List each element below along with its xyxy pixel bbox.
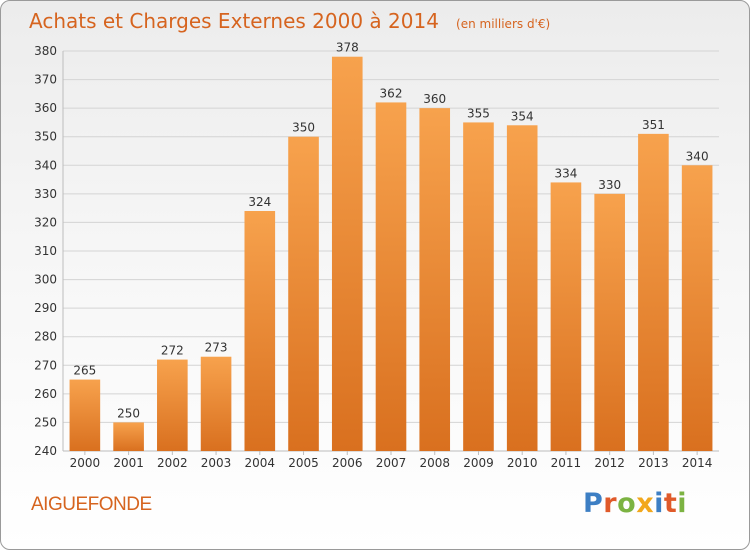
data-label-2001: 250 xyxy=(117,406,140,420)
y-tick-label: 270 xyxy=(34,358,57,372)
x-tick-label-2014: 2014 xyxy=(682,456,713,470)
x-axis-ticks: 2000 2001 2002 2003 2004 2005 2006 2007 2008 2009… xyxy=(70,451,713,470)
y-tick-label: 340 xyxy=(34,158,57,172)
y-tick-label: 330 xyxy=(34,187,57,201)
y-tick-label: 260 xyxy=(34,387,57,401)
x-tick-label-2007: 2007 xyxy=(376,456,407,470)
bar-2003 xyxy=(200,356,232,451)
x-tick-label-2000: 2000 xyxy=(70,456,101,470)
y-tick-label: 280 xyxy=(34,330,57,344)
y-tick-label: 250 xyxy=(34,415,57,429)
y-tick-label: 370 xyxy=(34,73,57,87)
brand-letter: i xyxy=(677,488,688,519)
x-tick-label-2008: 2008 xyxy=(419,456,450,470)
x-tick-label-2011: 2011 xyxy=(551,456,582,470)
data-label-2004: 324 xyxy=(248,195,271,209)
data-label-2003: 273 xyxy=(205,341,228,355)
data-label-2011: 334 xyxy=(554,166,577,180)
x-tick-label-2013: 2013 xyxy=(638,456,669,470)
data-labels: 265 250 272 273 324 350 378 362 360 355 354 334 330 3… xyxy=(73,41,708,421)
brand-logo: Proxiti xyxy=(583,488,687,519)
y-axis-ticks: 240 250 260 270 280 290 300 310 320 330 340 350 360 3… xyxy=(34,44,57,458)
x-tick-label-2005: 2005 xyxy=(288,456,319,470)
bar-2011 xyxy=(550,182,582,451)
chart-title: Achats et Charges Externes 2000 à 2014 (… xyxy=(29,9,550,33)
bar-2000 xyxy=(69,379,101,451)
brand-letter: x xyxy=(636,488,655,519)
brand-letter: P xyxy=(583,488,604,519)
y-tick-label: 380 xyxy=(34,44,57,58)
data-label-2014: 340 xyxy=(686,149,709,163)
brand-letter: i xyxy=(654,488,664,519)
data-label-2012: 330 xyxy=(598,178,621,192)
y-tick-label: 300 xyxy=(34,273,57,287)
bar-2006 xyxy=(331,56,363,451)
data-label-2000: 265 xyxy=(73,364,96,378)
data-label-2010: 354 xyxy=(511,109,534,123)
location-name: AIGUEFONDE xyxy=(31,494,152,515)
data-label-2009: 355 xyxy=(467,106,490,120)
bar-2009 xyxy=(463,122,494,451)
data-label-2006: 378 xyxy=(336,41,359,55)
data-label-2013: 351 xyxy=(642,118,665,132)
data-label-2002: 272 xyxy=(161,344,184,358)
bar-2013 xyxy=(638,133,669,451)
x-tick-label-2009: 2009 xyxy=(463,456,494,470)
bars xyxy=(69,56,713,452)
bar-2008 xyxy=(419,108,451,452)
y-tick-label: 360 xyxy=(34,101,57,115)
bar-2010 xyxy=(506,125,538,452)
y-tick-label: 310 xyxy=(34,244,57,258)
brand-letter: o xyxy=(617,488,637,519)
bar-2004 xyxy=(244,211,276,451)
x-tick-label-2002: 2002 xyxy=(157,456,188,470)
data-label-2007: 362 xyxy=(380,86,403,100)
y-tick-label: 350 xyxy=(34,130,57,144)
brand-letter: t xyxy=(663,488,678,519)
bar-2012 xyxy=(594,193,625,451)
x-tick-label-2012: 2012 xyxy=(594,456,625,470)
x-tick-label-2003: 2003 xyxy=(201,456,232,470)
chart-title-text: Achats et Charges Externes 2000 à 2014 xyxy=(29,9,439,33)
bar-2007 xyxy=(375,102,407,451)
bar-2001 xyxy=(113,422,144,451)
brand-letter: r xyxy=(603,488,618,519)
x-tick-label-2004: 2004 xyxy=(245,456,276,470)
bar-2002 xyxy=(157,359,188,451)
chart-subtitle: (en milliers d'€) xyxy=(456,17,550,31)
y-tick-label: 290 xyxy=(34,301,57,315)
data-label-2005: 350 xyxy=(292,121,315,135)
data-label-2008: 360 xyxy=(423,92,446,106)
bar-2005 xyxy=(288,136,319,451)
y-tick-label: 240 xyxy=(34,444,57,458)
bar-2014 xyxy=(681,165,713,452)
x-tick-label-2010: 2010 xyxy=(507,456,538,470)
x-tick-label-2001: 2001 xyxy=(113,456,144,470)
x-tick-label-2006: 2006 xyxy=(332,456,363,470)
y-tick-label: 320 xyxy=(34,215,57,229)
